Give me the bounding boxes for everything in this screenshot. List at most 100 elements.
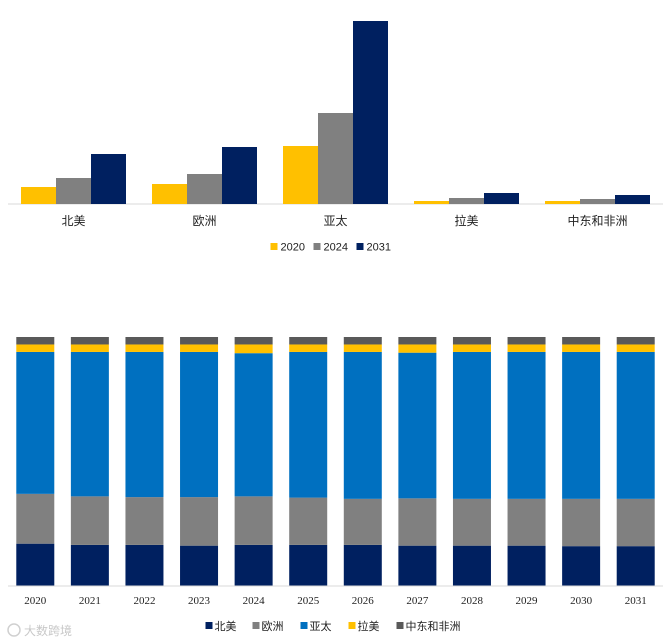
stack-seg-4-2022 — [125, 337, 164, 345]
stack-seg-0-2021 — [70, 544, 109, 586]
bar-2020-3 — [414, 201, 449, 204]
legend-swatch-2031 — [356, 243, 364, 250]
x-tick-label: 欧洲 — [192, 214, 216, 228]
stack-seg-1-2030 — [562, 498, 601, 547]
x-tick-label: 中东和非洲 — [567, 213, 627, 228]
x-tick-label: 2028 — [461, 595, 484, 607]
watermark: 大数跨境 — [7, 623, 72, 638]
stack-seg-2-2028 — [452, 351, 491, 499]
legend-label-欧洲: 欧洲 — [262, 620, 284, 633]
stack-seg-1-2022 — [125, 497, 164, 545]
bar-2024-0 — [56, 178, 91, 204]
stack-seg-1-2027 — [398, 498, 437, 546]
bar-2024-2 — [318, 113, 353, 204]
stack-seg-0-2029 — [507, 545, 546, 586]
stack-seg-2-2024 — [234, 353, 273, 497]
bar-2020-2 — [283, 146, 318, 204]
stack-seg-2-2020 — [16, 351, 55, 494]
stack-seg-3-2023 — [180, 344, 219, 352]
legend-swatch-北美 — [205, 622, 213, 629]
x-tick-label: 2026 — [352, 595, 375, 607]
x-tick-label: 2022 — [133, 595, 155, 607]
stack-seg-3-2030 — [562, 344, 601, 352]
stack-seg-0-2026 — [343, 544, 382, 586]
watermark-text: 大数跨境 — [24, 623, 72, 638]
stack-seg-4-2024 — [234, 337, 273, 345]
legend-swatch-2024 — [313, 243, 321, 250]
bar-2024-3 — [449, 198, 484, 204]
stack-seg-3-2031 — [616, 344, 655, 352]
stack-seg-2-2021 — [70, 351, 109, 497]
legend-swatch-中东和非洲 — [396, 622, 404, 629]
stack-seg-1-2031 — [616, 498, 655, 547]
stack-seg-0-2030 — [562, 546, 601, 586]
stack-seg-3-2022 — [125, 344, 164, 352]
stack-seg-2-2023 — [180, 351, 219, 498]
stack-seg-0-2024 — [234, 544, 273, 586]
x-tick-label: 拉美 — [454, 213, 478, 228]
stack-seg-0-2027 — [398, 545, 437, 586]
stack-seg-3-2026 — [343, 344, 382, 352]
stack-seg-4-2029 — [507, 337, 546, 345]
stack-seg-1-2020 — [16, 493, 55, 544]
stack-seg-1-2021 — [70, 496, 109, 545]
stack-seg-0-2023 — [180, 545, 219, 586]
x-tick-label: 北美 — [61, 214, 85, 228]
bar-2020-4 — [545, 201, 580, 204]
legend-label-2020: 2020 — [281, 242, 305, 254]
stack-seg-1-2028 — [452, 498, 491, 546]
stack-seg-4-2027 — [398, 337, 437, 345]
legend-label-2024: 2024 — [324, 242, 348, 254]
legend-swatch-拉美 — [348, 622, 356, 629]
stack-seg-3-2028 — [452, 344, 491, 352]
x-tick-label: 2030 — [570, 595, 593, 607]
x-tick-label: 2021 — [79, 595, 101, 607]
x-tick-label: 2025 — [297, 595, 320, 607]
x-tick-label: 2029 — [516, 595, 539, 607]
legend-swatch-2020 — [270, 243, 278, 250]
stack-seg-4-2020 — [16, 337, 55, 345]
bar-2031-2 — [353, 21, 388, 204]
legend-swatch-亚太 — [300, 622, 308, 629]
bar-2031-4 — [615, 195, 650, 204]
x-tick-label: 亚太 — [323, 213, 347, 228]
bar-2020-0 — [21, 187, 56, 204]
stack-seg-4-2025 — [289, 337, 328, 345]
stack-seg-4-2021 — [70, 337, 109, 345]
stack-seg-1-2026 — [343, 498, 382, 545]
bar-2031-1 — [222, 147, 257, 204]
stack-seg-2-2029 — [507, 351, 546, 499]
x-tick-label: 2031 — [625, 595, 647, 607]
stack-seg-3-2024 — [234, 344, 273, 354]
legend-label-北美: 北美 — [215, 620, 237, 633]
x-tick-label: 2023 — [188, 595, 211, 607]
bar-2031-3 — [484, 193, 519, 204]
legend-label-中东和非洲: 中东和非洲 — [406, 620, 461, 633]
stack-seg-0-2031 — [616, 546, 655, 586]
stack-seg-3-2020 — [16, 344, 55, 352]
bar-2020-1 — [152, 184, 187, 204]
stack-seg-0-2020 — [16, 543, 55, 586]
stack-seg-4-2028 — [452, 337, 491, 345]
legend-label-2031: 2031 — [367, 242, 391, 254]
legend-swatch-欧洲 — [252, 622, 260, 629]
stack-seg-0-2022 — [125, 544, 164, 586]
legend-label-亚太: 亚太 — [310, 620, 332, 633]
stack-seg-4-2030 — [562, 337, 601, 345]
regional-bar-chart: 北美 欧洲 亚太 拉美 中东和非洲 2020 2024 2031 — [8, 21, 663, 254]
stack-seg-2-2022 — [125, 351, 164, 498]
stack-seg-1-2025 — [289, 497, 328, 545]
legend-label-拉美: 拉美 — [358, 619, 380, 633]
x-tick-label: 2020 — [24, 595, 47, 607]
watermark-logo-icon — [7, 623, 21, 637]
stack-seg-2-2026 — [343, 351, 382, 499]
stack-seg-1-2023 — [180, 497, 219, 546]
x-tick-label: 2024 — [243, 595, 266, 607]
x-tick-label: 2027 — [406, 595, 429, 607]
stack-seg-3-2025 — [289, 344, 328, 352]
stack-seg-2-2030 — [562, 351, 601, 499]
stack-seg-1-2029 — [507, 498, 546, 546]
bar-2024-1 — [187, 174, 222, 204]
stack-seg-4-2031 — [616, 337, 655, 345]
